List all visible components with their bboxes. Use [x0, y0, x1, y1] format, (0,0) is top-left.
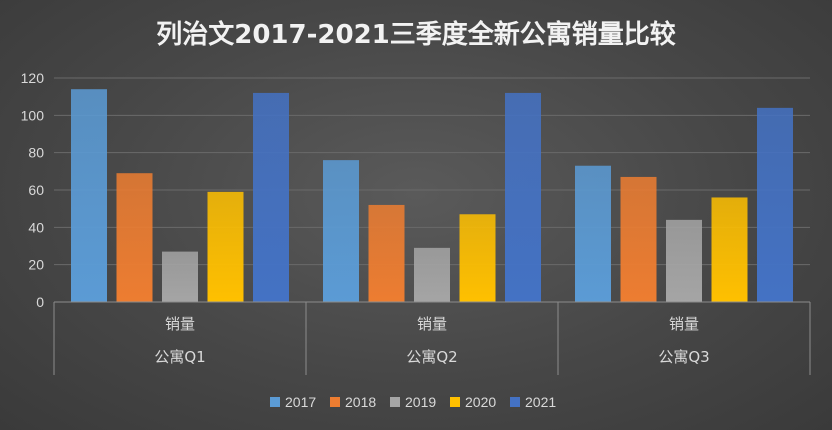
x-sub-category-label: 销量	[669, 315, 699, 333]
bar-2021-公寓Q2	[505, 92, 541, 302]
y-tick-label: 0	[36, 294, 44, 310]
bar-2020-公寓Q2	[459, 214, 496, 302]
x-sub-category-label: 销量	[417, 315, 447, 333]
legend-swatch-2017	[270, 397, 280, 407]
bar-2017-公寓Q1	[71, 89, 107, 302]
legend: 2017 2018 2019 2020 2021	[270, 394, 556, 410]
bar-2018-公寓Q1	[116, 173, 153, 302]
x-sub-category-label: 销量	[165, 315, 195, 333]
legend-label: 2018	[345, 394, 376, 410]
legend-swatch-2021	[510, 397, 520, 407]
bars	[71, 89, 793, 302]
legend-label: 2021	[525, 394, 556, 410]
x-category-label: 公寓Q1	[154, 348, 205, 366]
legend-swatch-2019	[390, 397, 400, 407]
y-tick-label: 120	[21, 70, 45, 86]
bar-2020-公寓Q1	[207, 191, 244, 302]
y-axis-ticks: 0 20 40 60 80 100 120	[21, 70, 45, 310]
bar-2019-公寓Q3	[666, 219, 702, 302]
bar-2020-公寓Q3	[711, 197, 748, 302]
y-tick-label: 40	[28, 219, 44, 235]
bar-2019-公寓Q1	[162, 251, 198, 302]
x-category-label: 公寓Q2	[406, 348, 457, 366]
legend-label: 2020	[465, 394, 496, 410]
y-tick-label: 60	[28, 182, 44, 198]
bar-2017-公寓Q2	[323, 160, 359, 302]
legend-swatch-2020	[450, 397, 460, 407]
bar-2018-公寓Q3	[620, 176, 657, 302]
bar-2021-公寓Q3	[757, 107, 793, 302]
bar-2021-公寓Q1	[253, 92, 289, 302]
legend-label: 2019	[405, 394, 436, 410]
bar-2018-公寓Q2	[368, 204, 405, 302]
y-tick-label: 80	[28, 145, 44, 161]
chart-title: 列治文2017-2021三季度全新公寓销量比较	[156, 19, 676, 50]
x-category-label: 公寓Q3	[658, 348, 709, 366]
bar-2017-公寓Q3	[575, 165, 611, 302]
bar-2019-公寓Q2	[414, 247, 450, 302]
legend-swatch-2018	[330, 397, 340, 407]
legend-label: 2017	[285, 394, 316, 410]
y-tick-label: 100	[21, 107, 45, 123]
y-tick-label: 20	[28, 257, 44, 273]
